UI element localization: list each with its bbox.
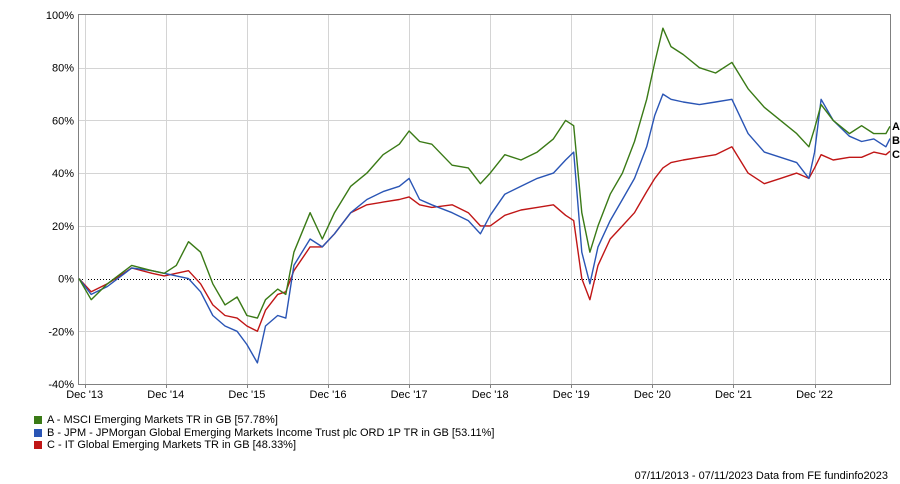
legend-label-c: C - IT Global Emerging Markets TR in GB … xyxy=(47,439,297,451)
x-tick-label: Dec '17 xyxy=(391,389,428,401)
x-tick-label: Dec '22 xyxy=(796,389,833,401)
x-tick-label: Dec '14 xyxy=(147,389,184,401)
y-tick-label: 80% xyxy=(52,63,74,75)
plot-frame xyxy=(78,14,891,385)
footer-source: 07/11/2013 - 07/11/2023 Data from FE fun… xyxy=(634,470,888,482)
y-tick-label: 40% xyxy=(52,168,74,180)
axis-ticks: -40% -20% 0% 20% 40% 60% 80% 100% Dec '13 Dec '14… xyxy=(46,10,833,401)
x-tick-label: Dec '19 xyxy=(553,389,590,401)
x-tick-label: Dec '15 xyxy=(228,389,265,401)
y-tick-label: 20% xyxy=(52,221,74,233)
series-end-label-c: C xyxy=(892,149,900,161)
y-tick-label: 60% xyxy=(52,115,74,127)
legend-item-b: B - JPM - JPMorgan Global Emerging Marke… xyxy=(34,427,495,440)
series-end-label-a: A xyxy=(892,121,900,133)
legend-item-a: A - MSCI Emerging Markets TR in GB [57.7… xyxy=(34,414,495,427)
x-tick-label: Dec '21 xyxy=(715,389,752,401)
series-line-a xyxy=(78,27,891,319)
legend-swatch-c xyxy=(34,441,42,450)
x-tick-label: Dec '16 xyxy=(310,389,347,401)
legend: A - MSCI Emerging Markets TR in GB [57.7… xyxy=(34,414,495,452)
x-tick-label: Dec '18 xyxy=(472,389,509,401)
series-line-b xyxy=(78,93,891,364)
y-tick-label: -20% xyxy=(48,326,74,338)
legend-swatch-b xyxy=(34,428,42,437)
y-tick-label: 100% xyxy=(46,10,74,22)
x-tick-label: Dec '20 xyxy=(634,389,671,401)
y-tick-label: -40% xyxy=(48,379,74,391)
legend-label-a: A - MSCI Emerging Markets TR in GB [57.7… xyxy=(47,414,278,426)
series-end-label-b: B xyxy=(892,135,900,147)
legend-label-b: B - JPM - JPMorgan Global Emerging Marke… xyxy=(47,426,495,439)
series-end-labels: ABC xyxy=(892,121,900,161)
x-tick-label: Dec '13 xyxy=(66,389,103,401)
series-lines xyxy=(78,27,891,364)
chart: -40% -20% 0% 20% 40% 60% 80% 100% Dec '13 Dec '14… xyxy=(46,10,900,401)
legend-swatch-a xyxy=(34,416,42,425)
gridlines xyxy=(79,15,890,384)
legend-item-c: C - IT Global Emerging Markets TR in GB … xyxy=(34,439,495,452)
y-tick-label: 0% xyxy=(58,274,74,286)
series-line-c xyxy=(78,146,891,332)
